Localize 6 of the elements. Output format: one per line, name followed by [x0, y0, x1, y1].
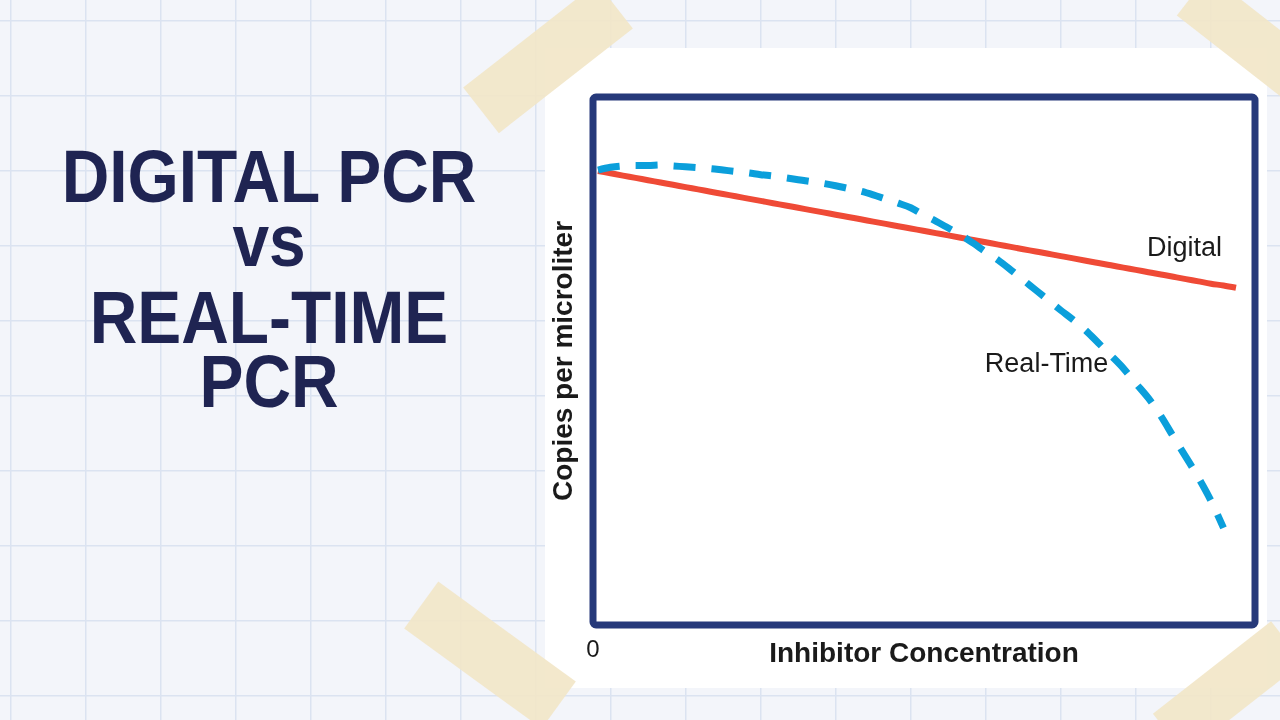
text: 0 [586, 635, 600, 662]
x-axis-title: Inhibitor Concentration [769, 637, 1079, 668]
text: DIGITAL PCR vs REAL-TIME PCR [61, 135, 477, 423]
series-label: Real-Time [984, 348, 1109, 379]
y-axis-title: Copies per microliter [547, 220, 578, 502]
series-label: Digital [1146, 231, 1222, 262]
